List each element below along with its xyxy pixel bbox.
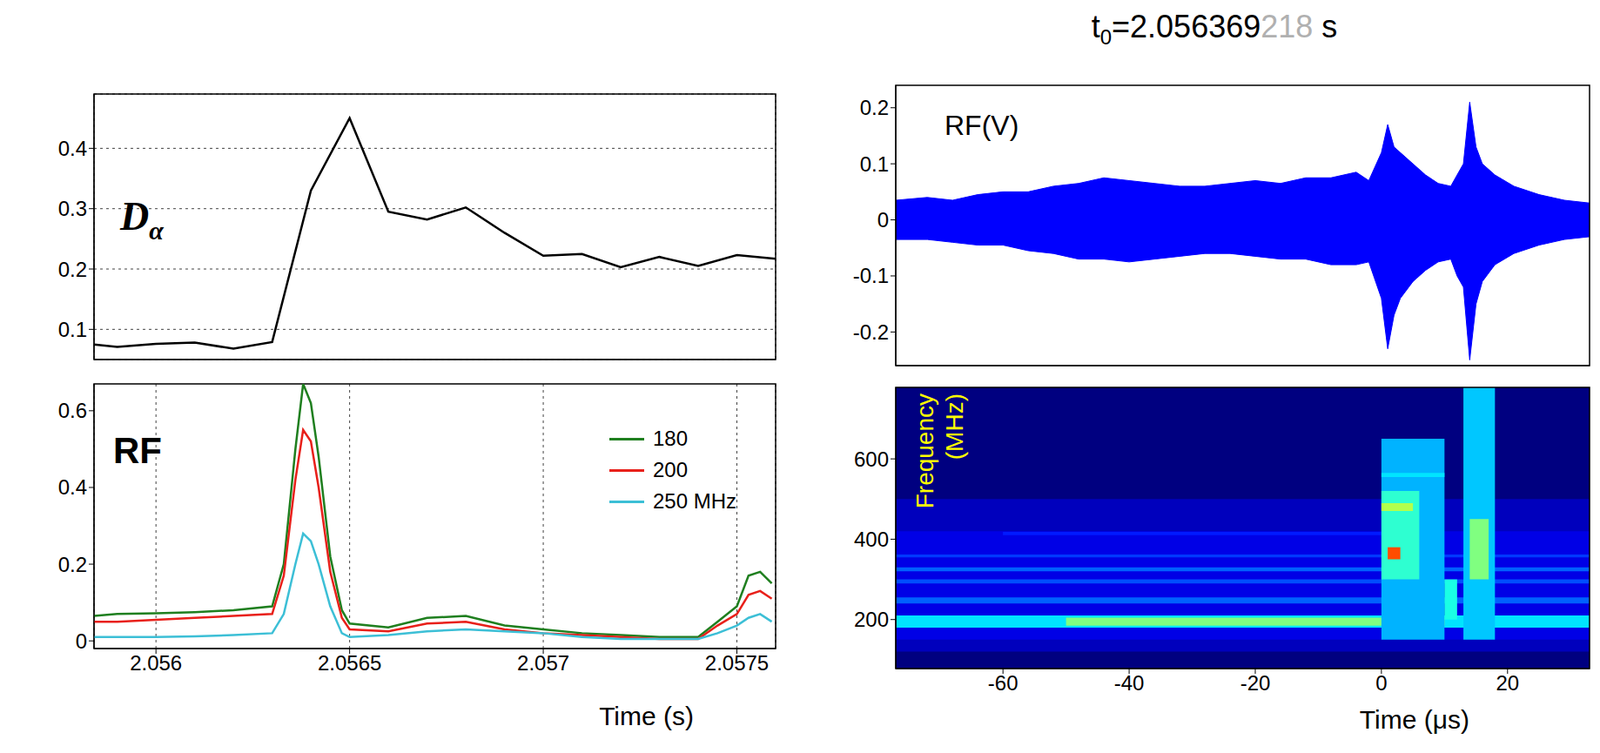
svg-text:-0.2: -0.2 [853, 320, 889, 344]
svg-text:0.3: 0.3 [58, 196, 88, 221]
svg-text:20: 20 [1495, 671, 1520, 695]
svg-text:0.1: 0.1 [860, 152, 889, 176]
svg-text:-40: -40 [1114, 671, 1145, 695]
html-text:Time (s): Time (s) [598, 701, 694, 731]
html-text:RF(V): RF(V) [944, 109, 1019, 142]
svg-text:600: 600 [853, 447, 889, 471]
svg-text:0.1: 0.1 [58, 317, 88, 342]
svg-text:2.0575: 2.0575 [705, 651, 769, 675]
svg-text:Frequency: Frequency [911, 393, 939, 509]
html-text:RF: RF [113, 430, 162, 471]
svg-text:0.6: 0.6 [58, 398, 88, 423]
svg-text:2.0565: 2.0565 [317, 651, 382, 675]
svg-text:0.2: 0.2 [58, 257, 88, 282]
html-text:t0=2.056369 218 s: t0=2.056369 218 s [1091, 8, 1338, 49]
html-text:200: 200 [652, 457, 688, 482]
svg-text:400: 400 [853, 527, 889, 552]
svg-text:0: 0 [75, 629, 88, 653]
svg-text:0: 0 [877, 208, 889, 232]
svg-text:-20: -20 [1240, 671, 1271, 695]
svg-text:0.2: 0.2 [58, 552, 88, 577]
svg-text:-0.1: -0.1 [853, 263, 889, 288]
svg-text:0.4: 0.4 [58, 475, 88, 499]
svg-text:0: 0 [1375, 671, 1387, 695]
svg-text:0.4: 0.4 [58, 136, 88, 161]
svg-text:2.057: 2.057 [517, 651, 570, 675]
svg-text:(MHz): (MHz) [941, 393, 969, 460]
html-text:Dα: Dα [120, 194, 164, 245]
svg-text:0.2: 0.2 [860, 95, 889, 120]
html-text:Time (μs): Time (μs) [1359, 705, 1470, 734]
html-text:250 MHz: 250 MHz [652, 489, 737, 513]
svg-text:200: 200 [853, 607, 889, 632]
svg-text:-60: -60 [988, 671, 1019, 695]
html-text:180: 180 [652, 426, 688, 451]
svg-text:2.056: 2.056 [129, 651, 182, 675]
